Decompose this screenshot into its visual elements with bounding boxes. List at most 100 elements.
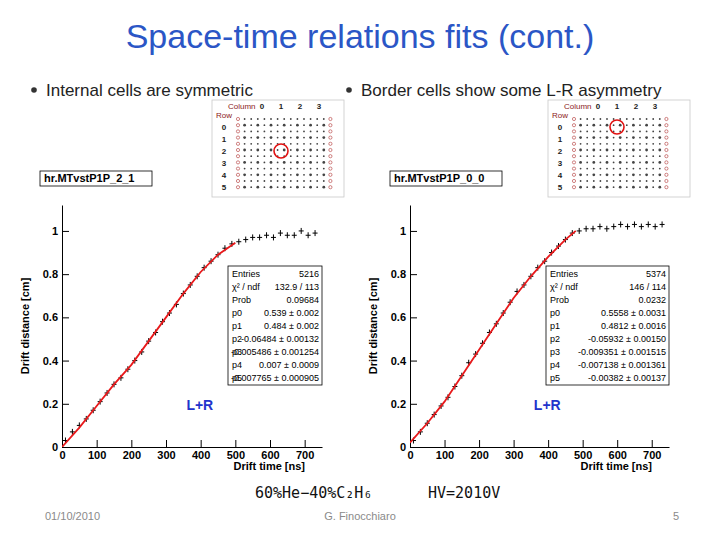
wire-dot [243,161,246,164]
wire-dot [257,180,259,182]
wire-dot [296,136,299,139]
wire-dot [250,186,252,188]
annotation: L+R [186,397,213,413]
stats-value: 0.539 ± 0.002 [264,308,319,318]
wire-dot [329,130,332,133]
wire-dot [665,155,668,158]
wire-dot [257,118,259,120]
stats-value: 132.9 / 113 [275,282,319,292]
wire-dot [652,118,654,120]
wire-dot [632,186,635,189]
wire-dot [658,186,661,189]
data-point [243,237,248,243]
y-tick: 0 [400,441,417,453]
wire-dot [592,149,595,152]
wire-dot [309,186,312,189]
x-tick-label: 400 [192,449,210,461]
wire-dot [244,143,246,145]
wire-dot [329,186,332,189]
x-tick: 400 [192,440,210,461]
wire-dot [586,149,588,151]
wire-dot [236,161,239,164]
wire-dot [619,118,621,120]
wire-dot [580,143,582,145]
wire-dot [256,136,259,139]
x-tick-mark [235,440,236,447]
selected-cell [274,144,288,158]
wire-dot [323,168,325,170]
x-tick-mark [548,440,549,447]
wire-dot [613,143,615,145]
cell-map-row-number: 3 [558,159,563,168]
y-tick-mark [410,231,417,232]
wire-dot [619,168,621,170]
wire-dot [665,130,668,133]
stats-label: p4 [550,360,560,370]
wire-dot [579,149,582,152]
stats-label: p0 [550,308,560,318]
wire-dot [303,131,305,133]
footer-date: 01/10/2010 [45,510,100,522]
wire-dot [236,130,239,133]
wire-dot [626,186,628,188]
wire-dot [639,155,641,157]
stats-box [228,266,322,385]
wire-dot [626,155,628,157]
wire-dot [236,148,239,151]
wire-dot [316,180,318,182]
wire-dot [283,173,286,176]
x-tick-label: 600 [609,449,627,461]
wire-dot [290,131,292,133]
data-point [591,226,596,232]
cell-map-row-number: 0 [222,123,227,132]
y-tick: 0.4 [43,355,69,367]
wire-dot [665,179,668,182]
x-tick-mark [131,440,132,447]
wire-dot [270,143,272,145]
wire-dot [606,143,608,145]
wire-dot [297,168,299,170]
wire-dot [586,174,588,176]
y-tick-mark [62,361,69,362]
x-tick: 600 [609,440,627,461]
wire-dot [579,161,582,164]
wire-dot [244,131,246,133]
wire-dot [277,137,279,139]
cell-map-column-number: 1 [279,102,284,111]
stats-label: p0 [232,308,242,318]
wire-dot [626,174,628,176]
wire-dot [586,137,588,139]
fit-line [62,243,235,447]
cell-map-column-number: 1 [615,102,620,111]
wire-dot [572,186,575,189]
cell-map-column-number: 3 [653,102,658,111]
wire-dot [645,173,648,176]
title-box [40,171,152,186]
stats-label: Entries [550,269,579,279]
wire-dot [645,186,648,189]
wire-dot [639,168,641,170]
wire-dot [310,131,312,133]
wire-dot [297,118,299,120]
wire-dot [250,143,252,145]
slide: Space-time relations fits (cont.)Interna… [0,0,720,540]
wire-dot [606,149,609,152]
wire-dot [270,180,272,182]
wire-dot [580,155,582,157]
wire-dot [270,155,272,157]
wire-dot [309,149,312,152]
wire-dot [290,186,292,188]
wire-dot [613,118,615,120]
wire-dot [322,173,325,176]
wire-dot [652,174,654,176]
wire-dot [303,174,305,176]
stats-value: -0.00382 ± 0.00137 [588,373,666,383]
wire-dot [639,131,641,133]
wire-dot [244,155,246,157]
wire-dot [665,148,668,151]
wire-dot [658,136,661,139]
wire-dot [236,167,239,170]
cell-map-row-number: 4 [558,171,563,180]
wire-dot [600,186,602,188]
wire-dot [572,161,575,164]
